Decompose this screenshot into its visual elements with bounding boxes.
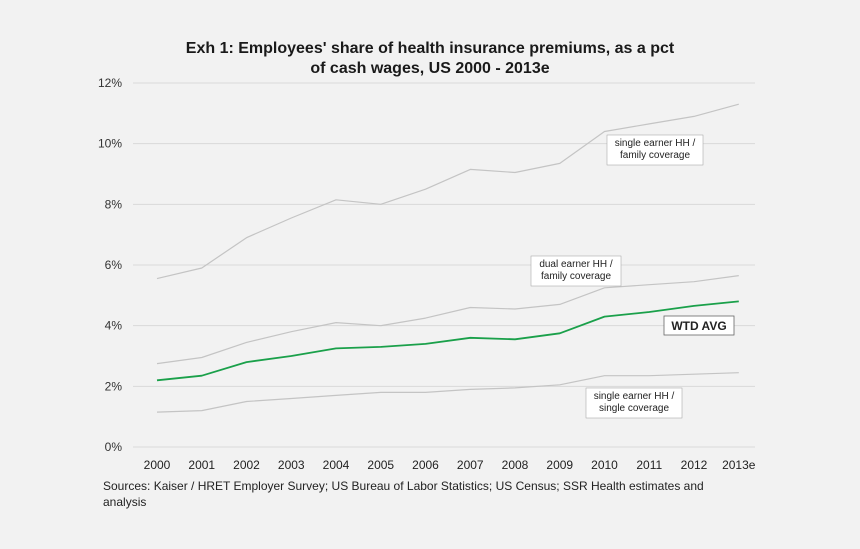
series-line-single-earner-single [156, 372, 739, 413]
x-tick-label: 2012 [681, 458, 708, 472]
x-tick-label: 2009 [546, 458, 573, 472]
y-tick-label: 0% [105, 440, 123, 454]
series-label-single-earner-single-box [585, 387, 683, 419]
series-label-dual-earner-family-box [530, 255, 622, 287]
x-tick-label: 2001 [188, 458, 215, 472]
series-line-wtd-avg [156, 300, 739, 382]
x-tick-label: 2010 [591, 458, 618, 472]
source-note: Sources: Kaiser / HRET Employer Survey; … [103, 479, 704, 509]
series-label-single-earner-family: single earner HH / [615, 138, 696, 149]
x-tick-label: 2006 [412, 458, 439, 472]
x-tick-label: 2005 [367, 458, 394, 472]
y-tick-label: 12% [98, 76, 122, 90]
series-label-wtd-avg-box [663, 315, 735, 336]
x-tick-label: 2003 [278, 458, 305, 472]
x-tick-label: 2000 [144, 458, 171, 472]
y-tick-label: 8% [105, 197, 123, 211]
x-tick-label: 2007 [457, 458, 484, 472]
y-tick-label: 10% [98, 137, 122, 151]
series-label-single-earner-single: single coverage [599, 403, 669, 414]
series-line-single-earner-family [156, 103, 739, 280]
series-label-single-earner-single: single earner HH / [594, 391, 675, 402]
chart-title-line-1: Exh 1: Employees' share of health insura… [185, 40, 675, 57]
x-tick-label: 2013e [722, 458, 756, 472]
x-tick-label: 2002 [233, 458, 260, 472]
series-label-dual-earner-family: family coverage [541, 271, 611, 282]
series-line-dual-earner-family [156, 275, 739, 365]
chart-title-line-2: of cash wages, US 2000 - 2013e [310, 60, 550, 77]
x-tick-label: 2008 [502, 458, 529, 472]
x-tick-label: 2004 [323, 458, 350, 472]
y-tick-label: 2% [105, 379, 123, 393]
series-label-wtd-avg: WTD AVG [671, 319, 726, 333]
y-tick-label: 6% [105, 258, 123, 272]
series-label-single-earner-family-box [606, 134, 704, 166]
y-tick-label: 4% [105, 319, 123, 333]
x-tick-label: 2011 [636, 458, 662, 472]
series-label-dual-earner-family: dual earner HH / [539, 259, 613, 270]
series-label-single-earner-family: family coverage [620, 150, 690, 161]
